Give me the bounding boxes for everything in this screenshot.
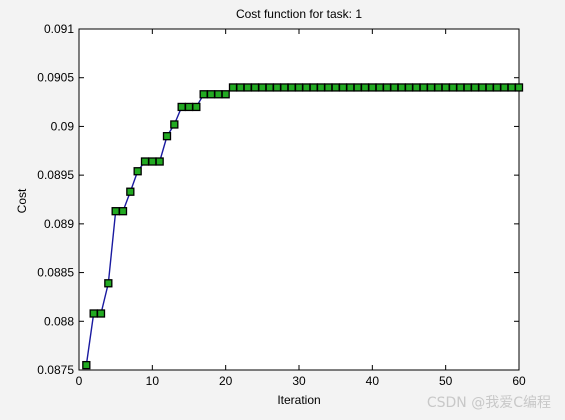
data-point xyxy=(404,83,414,92)
y-tick-label: 0.088 xyxy=(44,314,74,328)
x-tick-label: 40 xyxy=(366,374,380,388)
data-point xyxy=(126,187,135,196)
data-point xyxy=(280,83,289,92)
y-tick-label: 0.0895 xyxy=(37,168,74,182)
data-point xyxy=(236,83,245,92)
data-point xyxy=(316,83,326,92)
data-point xyxy=(96,309,106,318)
data-point xyxy=(118,207,128,216)
data-point xyxy=(155,157,164,166)
data-point xyxy=(368,83,377,92)
data-point xyxy=(492,83,502,92)
y-tick-label: 0.0885 xyxy=(37,266,74,280)
data-point xyxy=(294,83,304,92)
series-markers xyxy=(82,83,524,370)
data-point xyxy=(214,90,223,99)
data-point xyxy=(507,83,516,92)
y-tick-label: 0.089 xyxy=(44,217,74,231)
y-tick-label: 0.091 xyxy=(44,22,74,36)
data-point xyxy=(287,83,296,92)
data-point xyxy=(324,83,333,92)
data-point xyxy=(265,83,274,92)
data-point xyxy=(221,90,230,99)
data-point xyxy=(206,90,216,99)
chart-title: Cost function for task: 1 xyxy=(236,7,362,21)
x-tick-label: 30 xyxy=(292,374,306,388)
y-axis: 0.0875 0.088 0.0885 0.089 0.0895 0.09 0.0905 0.… xyxy=(37,22,519,377)
data-point xyxy=(441,83,450,92)
data-point xyxy=(426,83,436,92)
data-point xyxy=(82,360,91,370)
data-point xyxy=(382,83,392,92)
data-point xyxy=(162,132,172,141)
watermark: CSDN @我爱C编程 xyxy=(426,395,551,411)
x-tick-label: 0 xyxy=(76,374,83,388)
x-tick-label: 20 xyxy=(219,374,233,388)
data-point xyxy=(89,309,98,318)
data-point xyxy=(250,83,260,92)
data-point xyxy=(353,83,362,92)
data-point xyxy=(272,83,282,92)
data-point xyxy=(514,83,524,92)
data-point xyxy=(148,157,157,166)
data-point xyxy=(456,83,465,92)
y-tick-label: 0.0905 xyxy=(37,71,74,85)
data-point xyxy=(140,157,150,166)
x-tick-label: 50 xyxy=(439,374,453,388)
data-point xyxy=(243,83,252,92)
data-point xyxy=(500,83,509,92)
data-point xyxy=(177,102,186,112)
data-point xyxy=(390,83,399,92)
data-point xyxy=(199,90,208,99)
y-tick-label: 0.09 xyxy=(51,119,75,133)
data-point xyxy=(448,83,458,92)
plot-area xyxy=(78,28,520,371)
data-point xyxy=(302,83,311,92)
data-point xyxy=(170,120,179,129)
data-point xyxy=(184,102,194,112)
data-point xyxy=(228,83,238,92)
x-tick-label: 60 xyxy=(512,374,526,388)
y-tick-label: 0.0875 xyxy=(37,363,74,377)
x-axis-label: Iteration xyxy=(277,393,320,407)
data-point xyxy=(338,83,348,92)
data-point xyxy=(470,83,480,92)
data-point xyxy=(397,83,406,92)
x-tick-label: 10 xyxy=(146,374,160,388)
data-point xyxy=(346,83,355,92)
data-point xyxy=(192,102,201,112)
data-point xyxy=(331,83,340,92)
data-point xyxy=(478,83,487,92)
x-axis: 0 10 20 30 40 50 60 xyxy=(76,29,526,388)
data-point xyxy=(485,83,494,92)
data-point xyxy=(133,167,142,176)
data-point xyxy=(463,83,472,92)
data-point xyxy=(375,83,384,92)
data-point xyxy=(258,83,267,92)
data-point xyxy=(419,83,428,92)
y-axis-label: Cost xyxy=(15,188,29,213)
data-point xyxy=(360,83,370,92)
data-point xyxy=(309,83,318,92)
data-point xyxy=(104,279,113,288)
data-point xyxy=(434,83,443,92)
data-point xyxy=(412,83,421,92)
data-point xyxy=(111,207,120,216)
